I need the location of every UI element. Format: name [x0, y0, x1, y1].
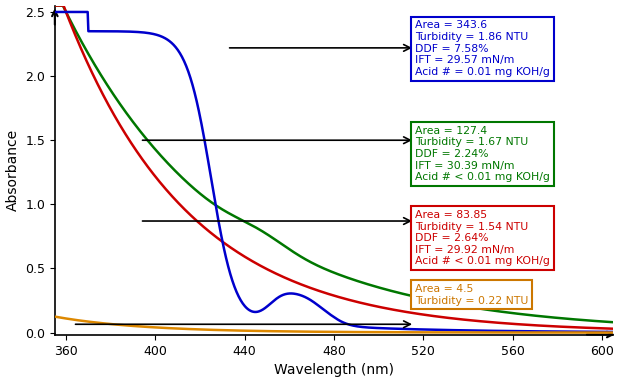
Text: Area = 4.5
Turbidity = 0.22 NTU: Area = 4.5 Turbidity = 0.22 NTU — [415, 284, 528, 306]
X-axis label: Wavelength (nm): Wavelength (nm) — [274, 363, 394, 377]
Text: Area = 343.6
Turbidity = 1.86 NTU
DDF = 7.58%
IFT = 29.57 mN/m
Acid # = 0.01 mg : Area = 343.6 Turbidity = 1.86 NTU DDF = … — [415, 20, 550, 77]
Y-axis label: Absorbance: Absorbance — [6, 129, 19, 211]
Text: Area = 127.4
Turbidity = 1.67 NTU
DDF = 2.24%
IFT = 30.39 mN/m
Acid # < 0.01 mg : Area = 127.4 Turbidity = 1.67 NTU DDF = … — [415, 126, 550, 182]
Text: Area = 83.85
Turbidity = 1.54 NTU
DDF = 2.64%
IFT = 29.92 mN/m
Acid # < 0.01 mg : Area = 83.85 Turbidity = 1.54 NTU DDF = … — [415, 210, 550, 266]
